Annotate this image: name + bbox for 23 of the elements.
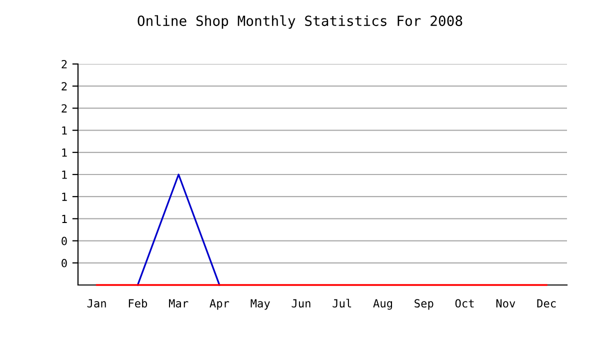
- y-tick-label: 1: [62, 126, 67, 135]
- y-tick-label: 2: [62, 104, 67, 112]
- y-tick-label: 2: [62, 82, 67, 90]
- y-tick-label: 1: [62, 192, 67, 201]
- y-tick-label: 0: [62, 258, 67, 268]
- chart-title: Online Shop Monthly Statistics For 2008: [138, 15, 462, 29]
- x-tick-label: May: [250, 299, 270, 310]
- x-tick-label: Aug: [373, 299, 392, 310]
- y-tick-label: 1: [62, 214, 67, 223]
- x-tick-label: Jan: [87, 299, 106, 308]
- x-tick-label: Sep: [414, 299, 434, 310]
- y-tick-label: 1: [62, 148, 67, 157]
- x-tick-label: Oct: [455, 299, 474, 308]
- y-tick-label: 0: [62, 236, 67, 246]
- x-tick-label: Jul: [332, 298, 352, 308]
- x-tick-label: Jun: [292, 299, 310, 308]
- y-tick-label: 1: [62, 170, 67, 179]
- x-tick-label: Mar: [169, 299, 188, 308]
- x-tick-label: Dec: [537, 299, 556, 308]
- y-tick-label: 2: [62, 60, 67, 68]
- x-tick-label: Feb: [128, 298, 148, 308]
- x-tick-label: Apr: [210, 299, 230, 310]
- x-tick-label: Nov: [496, 299, 516, 308]
